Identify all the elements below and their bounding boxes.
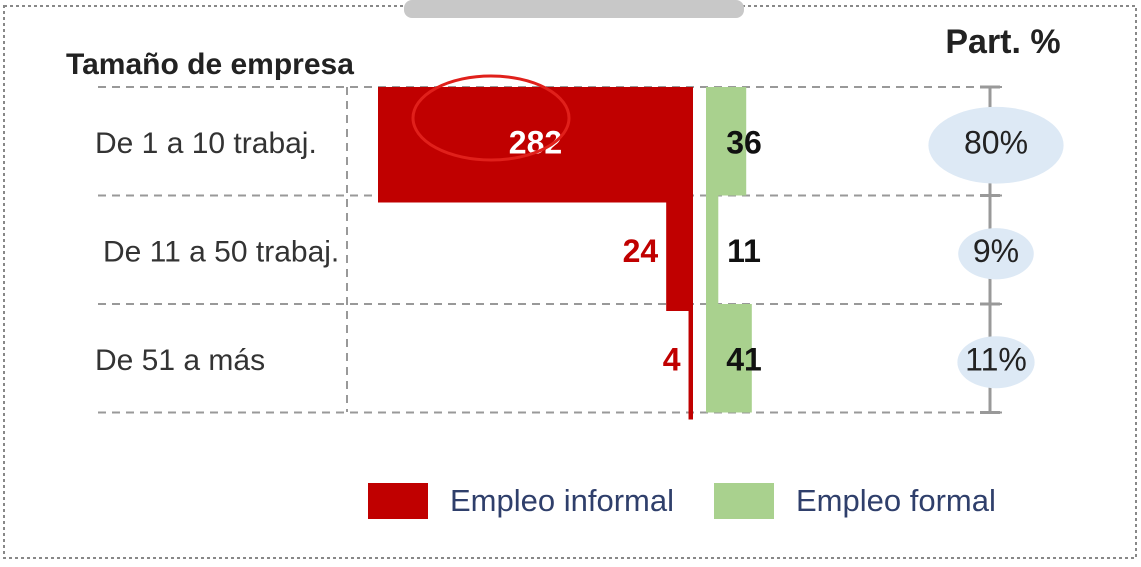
category-label: De 51 a más <box>95 344 265 377</box>
bar-formal <box>706 195 719 304</box>
share-label: 9% <box>973 233 1019 269</box>
share-label: 11% <box>965 342 1027 378</box>
bar-formal <box>706 87 747 196</box>
category-label: De 11 a 50 trabaj. <box>103 236 339 269</box>
bar-informal <box>688 304 693 420</box>
legend-swatch <box>714 483 774 519</box>
share-header: Part. % <box>945 23 1060 61</box>
annotation-circle <box>411 74 571 162</box>
legend-label: Empleo informal <box>450 483 674 518</box>
value-label-informal: 24 <box>623 233 659 269</box>
share-bubble <box>957 336 1035 389</box>
category-label: De 1 a 10 trabaj. <box>95 127 317 160</box>
bar-informal <box>666 195 693 311</box>
share-bubble <box>958 228 1034 280</box>
legend-swatch <box>368 483 428 519</box>
value-label-formal: 36 <box>726 125 762 161</box>
value-label-formal: 41 <box>726 342 762 378</box>
bar-formal <box>706 304 752 413</box>
legend-label: Empleo formal <box>796 483 996 518</box>
value-label-informal: 4 <box>663 342 681 378</box>
share-label: 80% <box>964 125 1028 161</box>
category-header: Tamaño de empresa <box>66 48 354 81</box>
top-tab <box>404 0 744 18</box>
share-bubble <box>928 106 1064 184</box>
value-label-formal: 11 <box>727 233 761 269</box>
